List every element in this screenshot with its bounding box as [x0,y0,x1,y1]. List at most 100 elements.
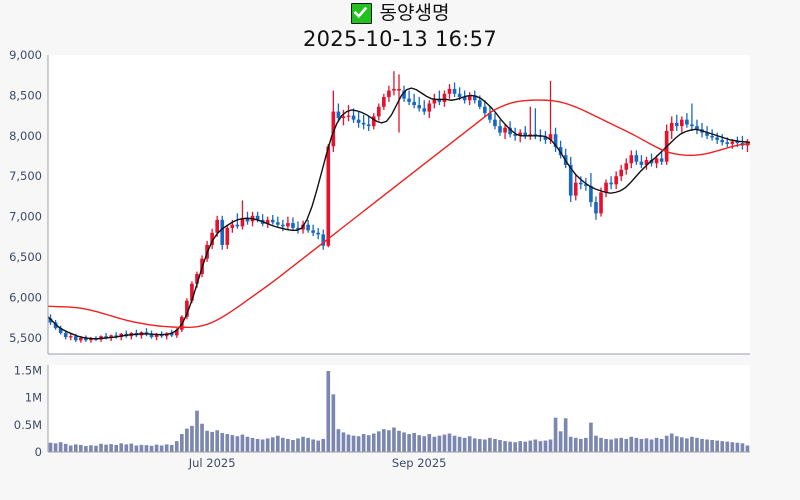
price-tick-label: 8,000 [9,129,42,143]
volume-bar [387,430,391,452]
volume-bar [235,436,240,452]
volume-bar [422,436,427,452]
date-tick-label: Jul 2025 [188,456,236,470]
volume-bar [185,428,189,452]
candle [493,113,497,130]
volume-bar [604,438,608,452]
volume-bar [644,438,649,452]
chart-header: 동양생명 2025-10-13 16:57 [0,0,800,55]
volume-bar [674,436,679,452]
candle [639,155,644,169]
candle [644,156,649,170]
candle [185,298,189,320]
candle [467,92,472,106]
volume-bar [690,436,694,452]
volume-bar [467,436,472,452]
volume-bar [457,436,462,452]
volume-bar [538,441,543,452]
volume-bar [361,434,366,452]
page-title: 동양생명 [379,2,450,24]
volume-bar [154,444,159,452]
volume-bar [437,435,442,452]
volume-bar [483,439,487,452]
candle [427,100,432,119]
price-tick-label: 5,500 [9,331,42,345]
candle [568,156,573,203]
volume-bar [119,443,124,452]
volume-bar [376,431,381,452]
volume-bar [245,436,250,452]
candle [387,85,391,102]
candle [84,335,88,342]
candle [402,85,406,102]
candle [680,116,684,133]
candle [281,219,285,232]
volume-bar [513,442,517,452]
candle [296,221,300,234]
volume-bar [382,429,386,452]
candle [392,71,396,96]
candle [452,82,457,98]
volume-bar [291,440,295,452]
candle [235,213,240,229]
candle [316,227,321,240]
volume-bar [614,438,618,452]
volume-bar [215,430,220,452]
candle [619,164,624,182]
price-tick-label: 8,500 [9,88,42,102]
volume-bar [180,434,184,452]
volume-bar [301,436,305,452]
candle [720,134,725,146]
volume-bar [700,438,704,452]
candle [240,200,245,230]
candle [548,80,553,144]
volume-bar [685,438,689,452]
candle [634,150,639,165]
volume-bar [104,444,108,452]
volume-bar [573,437,578,452]
volume-bar [503,441,507,452]
volume-bar [412,432,416,452]
candle [503,124,507,140]
volume-bar [477,438,482,452]
volume-bars [48,370,750,452]
candle [437,90,442,106]
volume-bar [705,439,709,452]
candle [614,171,618,190]
volume-bar [715,440,719,452]
volume-bar [619,437,624,452]
volume-bar [498,440,502,452]
candle [220,215,225,250]
volume-bar [442,434,447,452]
volume-bar [240,434,245,452]
volume-bar [200,423,204,452]
volume-bar [447,433,452,452]
volume-tick-label: 0 [35,445,42,459]
volume-bar [533,439,538,452]
candle [270,215,275,225]
volume-bar [649,439,654,452]
volume-bar [346,434,351,452]
volume-bar [281,437,285,452]
volume-bar [609,439,613,452]
volume-bar [134,445,139,452]
volume-bar [296,438,300,452]
date-axis-ticks: Jul 2025 Sep 2025 [188,456,447,470]
volume-bar [351,435,356,452]
candle [472,90,477,104]
volume-bar [730,442,735,452]
timestamp-label: 2025-10-13 16:57 [302,27,498,51]
candle [659,151,664,165]
candle [275,216,280,228]
volume-bar [548,439,553,452]
volume-bar [528,440,533,452]
candle [573,174,578,201]
volume-bar [275,435,280,452]
volume-bar [366,435,371,452]
volume-bar [48,442,53,452]
volume-bar [169,444,174,452]
volume-bar [543,440,548,452]
candle [210,228,214,249]
volume-bar [629,436,634,452]
